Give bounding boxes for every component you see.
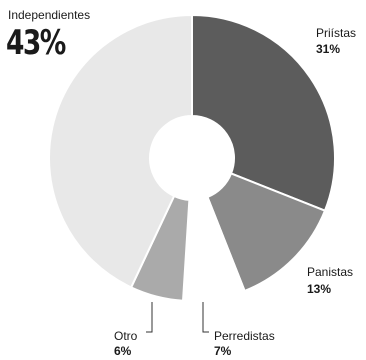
leader-perredistas (202, 302, 209, 333)
slice-independientes (48, 13, 193, 289)
label-otro-pct: 6% (114, 344, 132, 358)
label-priistas-pct: 31% (316, 42, 341, 56)
label-panistas-pct: 13% (307, 282, 332, 296)
label-priistas-name: Priístas (316, 26, 357, 40)
leader-otro (146, 302, 153, 333)
label-otro-name: Otro (114, 329, 138, 343)
label-panistas-name: Panistas (307, 265, 354, 279)
label-independientes-name: Independientes (8, 8, 91, 22)
label-independientes-pct: 43% (6, 23, 66, 63)
label-perredistas-name: Perredistas (214, 329, 275, 343)
slice-priistas (191, 13, 336, 212)
slice-panistas (206, 172, 327, 293)
label-perredistas-pct: 7% (214, 344, 232, 358)
